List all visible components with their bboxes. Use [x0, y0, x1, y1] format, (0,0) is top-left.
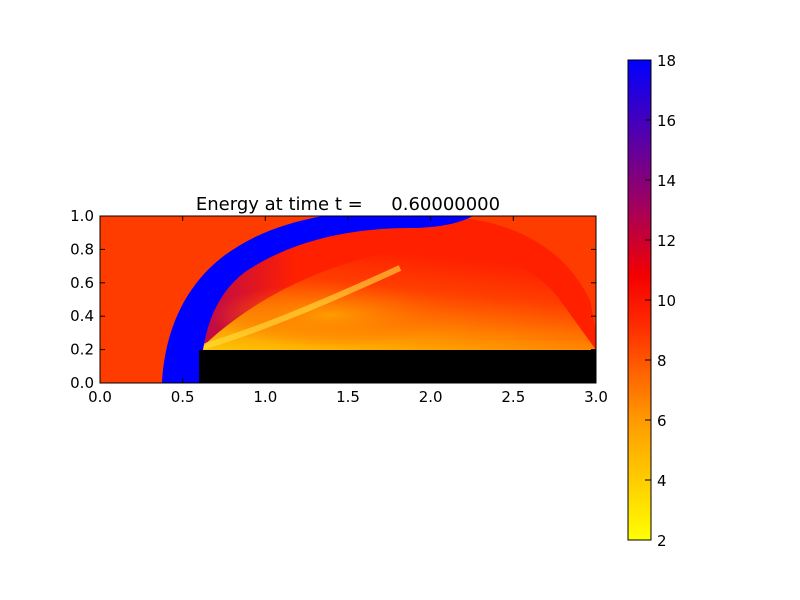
x-tick-label: 1.5: [336, 388, 360, 406]
y-tick-label: 0.6: [70, 274, 94, 292]
colorbar-tick-label: 18: [657, 52, 676, 70]
colorbar-tick-label: 6: [657, 412, 667, 430]
x-tick-label: 1.0: [253, 388, 277, 406]
x-tick-label: 3.0: [584, 388, 608, 406]
colorbar: 2 4 6 8 10 12 14 16 18: [627, 52, 676, 550]
y-tick-label: 0.0: [70, 374, 94, 392]
y-tick-label: 0.8: [70, 240, 94, 258]
colorbar-tick-label: 2: [657, 532, 667, 550]
energy-heatmap: [100, 216, 596, 383]
x-tick-label: 0.5: [171, 388, 195, 406]
colorbar-ticks: 2 4 6 8 10 12 14 16 18: [645, 52, 676, 550]
y-axis: 0.0 0.2 0.4 0.6 0.8 1.0: [70, 207, 596, 392]
colorbar-tick-label: 8: [657, 352, 667, 370]
colorbar-tick-label: 12: [657, 232, 676, 250]
slip-line: [198, 265, 402, 351]
y-tick-label: 1.0: [70, 207, 94, 225]
colorbar-tick-label: 4: [657, 472, 667, 490]
x-tick-label: 0.0: [88, 388, 112, 406]
x-tick-label: 2.5: [501, 388, 525, 406]
colorbar-tick-label: 16: [657, 112, 676, 130]
y-tick-label: 0.2: [70, 341, 94, 359]
obstacle-step: [199, 350, 596, 383]
shock-front: [162, 216, 473, 383]
hot-spot: [210, 283, 450, 347]
x-tick-label: 2.0: [419, 388, 443, 406]
chart-title: Energy at time t = 0.60000000: [196, 194, 500, 215]
x-axis: 0.0 0.5 1.0 1.5 2.0 2.5 3.0: [88, 216, 608, 406]
colorbar-tick-label: 10: [657, 292, 676, 310]
colorbar-tick-label: 14: [657, 172, 676, 190]
y-tick-label: 0.4: [70, 307, 94, 325]
